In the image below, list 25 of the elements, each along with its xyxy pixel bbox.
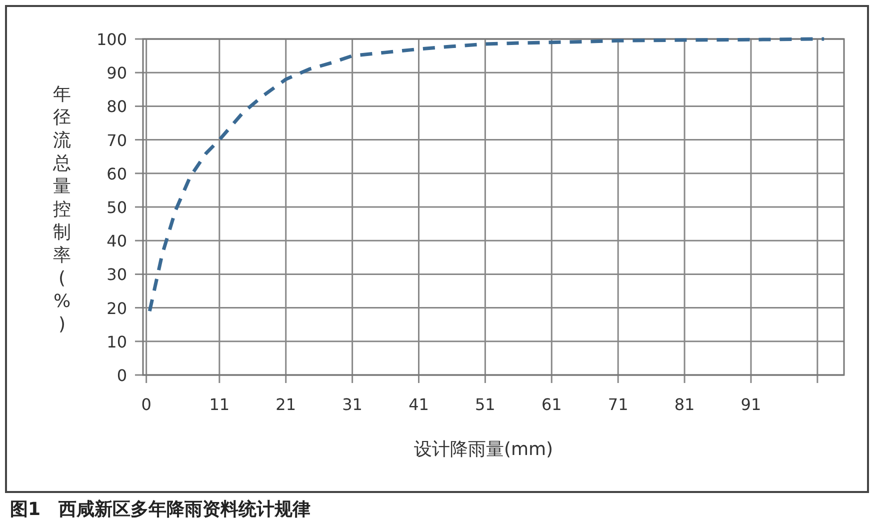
x-tick-label: 0 [141,395,152,414]
x-tick-label: 51 [475,395,496,414]
y-tick-label: 100 [96,30,127,49]
y-tick-label: 60 [106,164,127,184]
x-tick-label: 81 [674,395,695,414]
text: 年径流总量控制率(%) [53,84,71,335]
y-tick-label: 40 [106,232,127,251]
y-tick-label: 80 [106,97,127,116]
caption: 图1 西咸新区多年降雨资料统计规律 [10,499,311,520]
x-tick-label: 11 [209,395,230,414]
x-tick-label: 91 [740,395,762,414]
y-tick-label: 20 [106,298,127,318]
y-tick-label: 50 [106,198,127,217]
y-tick-label: 70 [106,130,127,150]
x-tick-label: 71 [608,395,628,414]
y-tick-label: 90 [106,64,127,83]
y-tick-label: 30 [106,265,127,284]
y-tick-label: 0 [116,366,127,385]
line-series [148,37,826,313]
x-tick-label: 31 [342,395,362,414]
x-tick-label: 41 [408,395,429,414]
y-tick-label: 10 [106,332,127,352]
x-tick-label: 61 [541,395,562,414]
x-axis-title: 设计降雨量(mm) [414,439,554,460]
x-tick-label: 21 [276,395,296,414]
